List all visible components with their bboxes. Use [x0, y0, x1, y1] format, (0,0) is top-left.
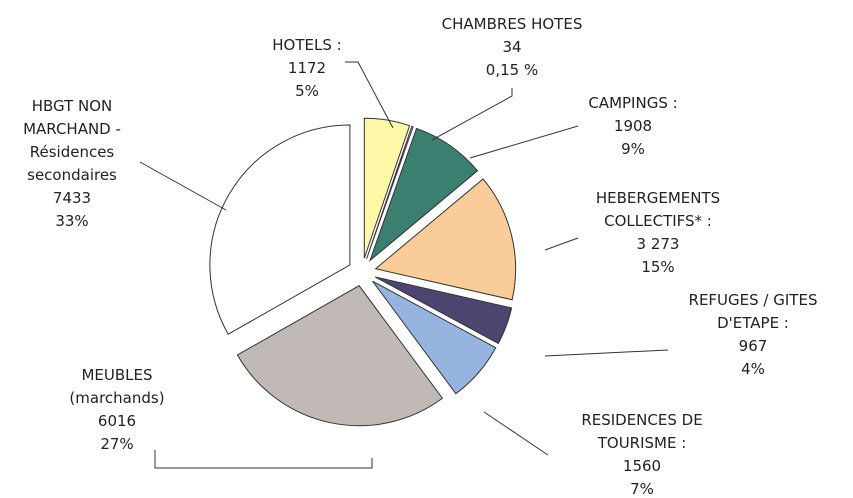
pie-slice [368, 127, 479, 263]
slice-label: REFUGES / GITES D'ETAPE : [689, 291, 818, 332]
value-label: 1560 [623, 457, 661, 475]
slice-label: HBGT NON MARCHAND -Résidences secondaires [23, 97, 121, 184]
value-label: 34 [502, 38, 521, 56]
leader-line [345, 61, 394, 129]
leader-line [483, 411, 549, 456]
percent-label: 4% [741, 360, 765, 378]
pie-slice [372, 280, 497, 395]
percent-label: 0,15 % [486, 61, 538, 79]
value-label: 7433 [53, 189, 91, 207]
value-label: 1908 [614, 117, 652, 135]
pie-slice [374, 276, 513, 345]
percent-label: 9% [621, 140, 645, 158]
slice-label: RESIDENCES DE TOURISME : [581, 411, 702, 452]
value-label: 6016 [98, 412, 136, 430]
pie-slice [209, 124, 351, 335]
value-label: 967 [739, 337, 768, 355]
percent-label: 7% [630, 480, 654, 498]
percent-label: 15% [641, 258, 674, 276]
slice-label: HEBERGEMENTS COLLECTIFS* : [596, 189, 720, 230]
leader-line [544, 237, 579, 251]
leader-line [139, 161, 227, 211]
value-label: 1172 [288, 59, 326, 77]
slice-label: MEUBLES (marchands) [69, 366, 164, 407]
leader-line [431, 88, 513, 141]
percent-label: 5% [295, 82, 319, 100]
pie-slice [366, 125, 414, 259]
slice-label: CHAMBRES HOTES [442, 15, 583, 33]
leader-line [469, 125, 579, 159]
pie-slice [236, 285, 444, 427]
value-label: 3 273 [637, 235, 680, 253]
leader-line [154, 450, 373, 469]
slice-label: CAMPINGS : [588, 94, 677, 112]
percent-label: 33% [55, 212, 88, 230]
slice-label: HOTELS : [272, 36, 341, 54]
percent-label: 27% [100, 435, 133, 453]
leader-line [544, 349, 669, 357]
pie-slice [363, 117, 411, 259]
pie-slice [374, 178, 517, 301]
